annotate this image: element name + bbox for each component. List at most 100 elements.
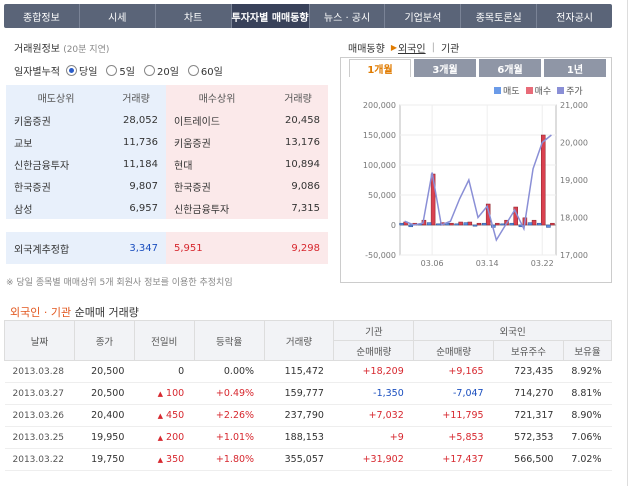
legend-swatch [525, 87, 533, 94]
period-tab-3[interactable]: 1년 [544, 59, 606, 77]
buy-bar [550, 222, 555, 226]
period-option-1[interactable]: 5일 [106, 63, 135, 78]
tab-7[interactable]: 전자공시 [556, 12, 593, 24]
foreign-estimate-sell: 3,347 [106, 232, 166, 264]
col-foreign-net: 순매매량 [413, 340, 495, 361]
col-change: 전일비 [133, 320, 195, 361]
legend-label: 매도 [503, 87, 520, 97]
radio-circle-icon [143, 65, 155, 76]
trend-chart: 200,000 150,000 100,000 50,000 0 -50,000 21,00… [363, 101, 588, 268]
sell-bar [472, 224, 478, 227]
cell-rate: 0.00% [194, 360, 265, 383]
sell-bar [481, 222, 487, 226]
broker-table: 매도상위 거래량 매수상위 거래량 키움증권 28,052 이트레이드 20,458 교… [6, 85, 328, 219]
delay-note: (20분 지연) [63, 45, 110, 55]
cell-foreign-ratio: 7.02% [563, 448, 612, 471]
legend-item: 매도 [494, 84, 520, 97]
cell-change: ▲ 450 [134, 404, 195, 427]
cell-foreign-ratio: 8.90% [563, 404, 612, 427]
period-option-2[interactable]: 20일 [143, 63, 179, 78]
radio-circle-icon [66, 65, 77, 76]
tab-1[interactable]: 시세 [80, 4, 156, 28]
cell-inst-net: -1,350 [333, 382, 414, 405]
right-border [627, 0, 628, 486]
buy-broker-name: 현대 [166, 153, 268, 175]
legend-item: 주가 [557, 84, 583, 97]
net-title-rest: 순매매 거래량 [74, 306, 139, 319]
tab-5[interactable]: 기업분석 [385, 4, 462, 28]
cell-volume: 355,057 [264, 448, 334, 471]
cell-date: 2013.03.28 [4, 360, 75, 383]
period-label: 일자별누적 [14, 67, 60, 78]
broker-row: 키움증권 28,052 이트레이드 20,458 [6, 109, 328, 131]
period-option-0[interactable]: 당일 [66, 63, 97, 78]
cell-foreign-hold: 566,500 [493, 448, 564, 471]
tab-2[interactable]: 차트 [156, 4, 232, 28]
sell-broker-volume: 28,052 [106, 109, 166, 131]
legend-label: 매수 [534, 87, 552, 97]
cell-inst-net: +18,209 [333, 360, 414, 383]
trend-option-institution[interactable]: 기관 [440, 44, 460, 55]
tab-4[interactable]: 뉴스 · 공시 [310, 4, 386, 28]
cell-rate: +0.49% [194, 382, 265, 405]
net-trade-table: 날짜 종가 전일비 등락율 거래량 기관 외국인 순매매량 순매매량 보유주수 … [4, 320, 613, 471]
up-arrow-icon: ▲ [157, 434, 164, 442]
col-close: 종가 [73, 320, 135, 361]
y-right-tick: 21,000 [560, 101, 588, 110]
radio-circle-icon [106, 65, 118, 76]
buy-bar [540, 134, 546, 226]
buy-bar [467, 221, 473, 226]
sell-bar [463, 222, 469, 226]
sell-broker-name: 키움증권 [6, 109, 106, 131]
sell-broker-volume: 11,736 [106, 131, 166, 153]
col-inst-net: 순매매량 [333, 340, 415, 361]
sell-bar [399, 222, 404, 226]
cell-foreign-hold: 572,353 [493, 426, 564, 449]
cell-foreign-net: +11,795 [413, 404, 494, 427]
header-sell-volume: 거래량 [106, 85, 166, 109]
y-right-tick: 20,000 [560, 139, 588, 148]
cell-foreign-ratio: 7.06% [563, 426, 612, 449]
tab-3[interactable]: 투자자별 매매동향 [231, 4, 310, 28]
cell-close: 19,950 [74, 426, 135, 449]
sell-broker-volume: 6,957 [106, 197, 166, 219]
buy-broker-name: 신한금융투자 [166, 197, 268, 219]
broker-row: 교보 11,736 키움증권 13,176 [6, 131, 328, 153]
buy-bar [458, 221, 463, 226]
period-tab-0[interactable]: 1개월 [349, 59, 411, 77]
cell-change: ▲ 200 [134, 426, 195, 449]
y-left-tick: 200,000 [363, 101, 396, 110]
period-option-label: 60일 [200, 67, 223, 78]
triangle-right-icon: ▶ [390, 43, 397, 52]
section-title-text: 거래원정보 [14, 44, 60, 55]
up-arrow-icon: ▲ [157, 390, 164, 398]
cell-close: 20,500 [74, 360, 135, 383]
period-tab-2[interactable]: 6개월 [479, 59, 541, 77]
period-option-3[interactable]: 60일 [187, 63, 223, 78]
estimate-note: ※ 당일 종목별 매매상위 5개 회원사 정보를 이용한 추정치임 [6, 278, 233, 288]
buy-broker-volume: 13,176 [268, 131, 328, 153]
cell-rate: +1.01% [194, 426, 265, 449]
change-value: 0 [178, 366, 185, 377]
change-value: 100 [166, 388, 185, 399]
foreign-estimate-buy: 9,298 [268, 232, 328, 264]
trend-option-foreign[interactable]: 외국인 [397, 44, 426, 55]
radio-circle-icon [187, 65, 199, 76]
trade-section-title: 거래원정보 (20분 지연) [14, 40, 109, 55]
tab-6[interactable]: 종목토론실 [461, 4, 538, 28]
sell-bar [509, 222, 514, 226]
buy-broker-name: 한국증권 [166, 175, 268, 197]
buy-broker-volume: 7,315 [268, 197, 328, 219]
foreign-estimate-net: 5,951 [166, 232, 268, 264]
tab-0[interactable]: 종합정보 [4, 4, 80, 28]
broker-row: 신한금융투자 11,184 현대 10,894 [6, 153, 328, 175]
y-left-tick: 50,000 [368, 191, 396, 200]
period-option-label: 20일 [156, 67, 179, 78]
cell-foreign-hold: 714,270 [493, 382, 564, 405]
cell-volume: 237,790 [264, 404, 334, 427]
sell-broker-volume: 9,807 [106, 175, 166, 197]
cell-date: 2013.03.26 [4, 404, 75, 427]
header-sell-top: 매도상위 [6, 85, 106, 109]
period-tab-1[interactable]: 3개월 [414, 59, 476, 77]
trend-option-separator: | [431, 42, 435, 53]
